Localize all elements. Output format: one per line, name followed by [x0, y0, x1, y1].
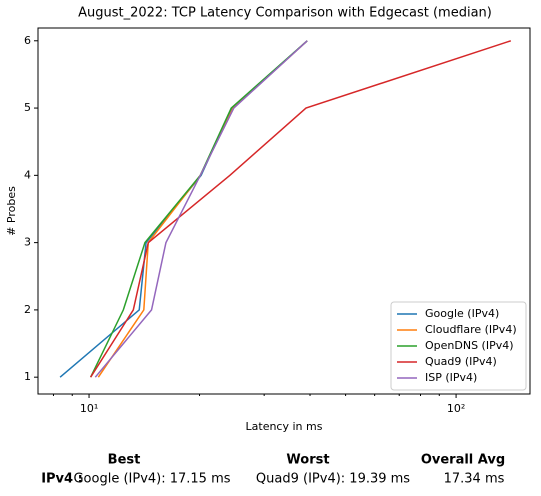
- y-tick-label: 4: [24, 168, 31, 181]
- footer-header: Overall Avg: [421, 453, 505, 468]
- series-line: [89, 40, 512, 378]
- x-tick-label: 10¹: [80, 402, 98, 415]
- y-axis-label: # Probes: [5, 186, 18, 236]
- axes-frame: [37, 27, 531, 395]
- footer-cell: Google (IPv4): 17.15 ms: [73, 472, 230, 487]
- footer-header: Worst: [286, 453, 329, 468]
- y-tick-label: 1: [24, 370, 31, 383]
- y-tick-label: 3: [24, 236, 31, 249]
- chart-title: August_2022: TCP Latency Comparison with…: [78, 6, 492, 21]
- x-tick-label: 10²: [447, 402, 465, 415]
- y-tick-label: 2: [24, 303, 31, 316]
- series-line: [94, 40, 308, 378]
- footer-header: Best: [108, 453, 141, 468]
- legend-label: OpenDNS (IPv4): [425, 339, 514, 352]
- footer-cell: 17.34 ms: [444, 472, 505, 487]
- footer-cell: Quad9 (IPv4): 19.39 ms: [256, 472, 410, 487]
- y-tick-label: 5: [24, 101, 31, 114]
- y-tick-label: 6: [24, 34, 31, 47]
- legend-label: Google (IPv4): [425, 307, 499, 320]
- legend-box: [390, 301, 527, 391]
- legend-label: Cloudflare (IPv4): [425, 323, 517, 336]
- x-axis-label: Latency in ms: [246, 420, 323, 433]
- legend-label: ISP (IPv4): [425, 371, 477, 384]
- series-line: [97, 40, 308, 378]
- footer-row-label: IPv4 :: [41, 472, 83, 487]
- series-line: [89, 40, 308, 378]
- legend-label: Quad9 (IPv4): [425, 355, 497, 368]
